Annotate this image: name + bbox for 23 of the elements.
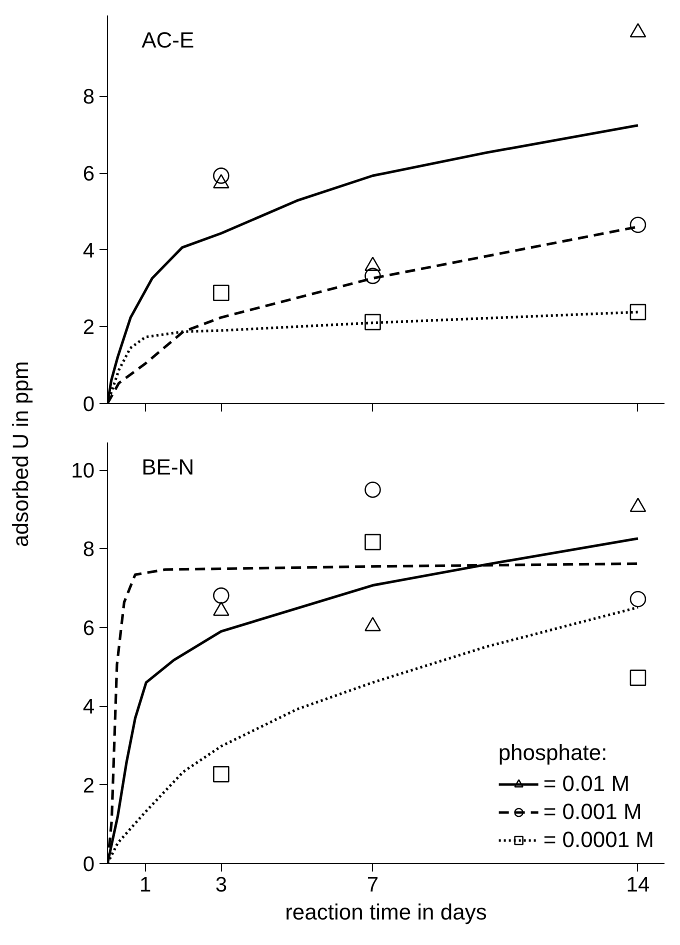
- y-tick-label: 8: [82, 538, 95, 562]
- y-tick-label: 8: [82, 86, 95, 109]
- y-tick-label: 10: [71, 460, 94, 483]
- x-tick-label: 1: [140, 874, 152, 896]
- y-tick-label: 6: [82, 616, 95, 640]
- y-tick-label: 0: [82, 853, 95, 876]
- legend-label: = 0.0001 M: [543, 827, 654, 853]
- legend-label: = 0.01 M: [543, 771, 630, 797]
- x-tick-label: 7: [366, 874, 379, 896]
- legend-label: = 0.001 M: [543, 799, 642, 825]
- y-axis-title: adsorbed U in ppm: [8, 361, 33, 548]
- y-tick-label: 0: [82, 393, 95, 416]
- y-tick-label: 2: [82, 774, 95, 798]
- text: BE-N: [142, 454, 194, 480]
- x-axis-title: reaction time in days: [285, 900, 487, 924]
- text: AC-E: [142, 28, 194, 52]
- x-tick-label: 14: [626, 874, 650, 896]
- x-tick-label: 3: [215, 874, 228, 896]
- y-tick-label: 4: [82, 239, 95, 262]
- y-tick-label: 6: [82, 162, 95, 186]
- y-tick-label: 2: [82, 316, 95, 340]
- legend-title: phosphate:: [498, 740, 608, 766]
- y-tick-label: 4: [82, 696, 95, 719]
